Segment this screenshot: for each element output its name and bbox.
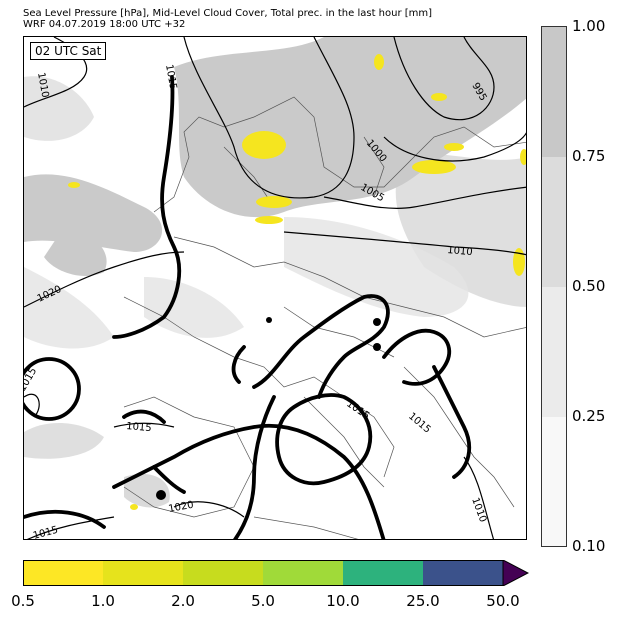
colorbar-segment [263, 560, 343, 586]
isobar-label: 1015 [24, 366, 39, 394]
cloud-cover-colorbar [541, 26, 567, 547]
isobar-label: 1010 [469, 496, 488, 524]
isobar-label: 1010 [35, 72, 50, 99]
isobar-label: 1015 [163, 64, 178, 91]
colorbar-segment [542, 27, 566, 157]
precipitation-colorbar [23, 560, 529, 586]
colorbar-segment [183, 560, 263, 586]
cloud-cover-layer [24, 37, 526, 508]
precip-tick-label: 50.0 [486, 592, 520, 610]
colorbar-segment [542, 417, 566, 546]
isobar-label: 1015 [32, 525, 59, 540]
cloud-tick-label: 0.25 [572, 407, 606, 425]
isobar-label: 1010 [447, 245, 473, 258]
colorbar-segment [23, 560, 103, 586]
cloud-tick-label: 0.75 [572, 147, 606, 165]
colorbar-extend-arrow [502, 560, 529, 586]
isobar-label: 1015 [406, 411, 433, 436]
isobar-markers [156, 317, 381, 500]
precip-tick-label: 1.0 [91, 592, 115, 610]
weather-map: 1015 995 1000 1005 1010 1020 1015 1015 1… [23, 36, 527, 540]
colorbar-segment [542, 157, 566, 287]
map-canvas: 1015 995 1000 1005 1010 1020 1015 1015 1… [24, 37, 526, 540]
precip-tick-label: 2.0 [171, 592, 195, 610]
isobar-label: 1015 [126, 421, 152, 434]
isobar-label: 1015 [344, 398, 371, 422]
model-run-label: WRF 04.07.2019 18:00 UTC +32 [23, 19, 186, 30]
precip-tick-label: 25.0 [406, 592, 440, 610]
isobar-label: 1020 [168, 500, 195, 515]
precipitation-layer [68, 54, 526, 510]
valid-time-box: 02 UTC Sat [30, 42, 107, 60]
isobars-bold [24, 75, 472, 539]
cloud-tick-label: 0.50 [572, 277, 606, 295]
coastlines [123, 96, 526, 539]
precip-tick-label: 5.0 [251, 592, 275, 610]
precip-tick-label: 10.0 [326, 592, 360, 610]
cloud-tick-label: 0.10 [572, 537, 606, 555]
cloud-light-layer [24, 217, 469, 349]
cloud-tick-label: 1.00 [572, 17, 606, 35]
colorbar-segment [343, 560, 423, 586]
colorbar-segment [103, 560, 183, 586]
colorbar-segment [423, 560, 503, 586]
map-title: Sea Level Pressure [hPa], Mid-Level Clou… [23, 8, 433, 19]
colorbar-segment [542, 287, 566, 417]
precip-tick-label: 0.5 [11, 592, 35, 610]
